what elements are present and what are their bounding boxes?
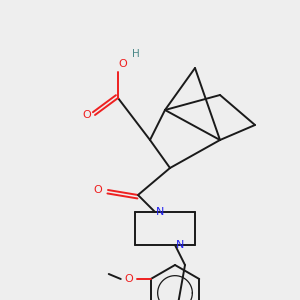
Text: N: N	[176, 240, 184, 250]
Text: O: O	[124, 274, 133, 284]
Text: O: O	[82, 110, 91, 120]
Text: O: O	[94, 185, 102, 195]
Text: N: N	[156, 207, 164, 217]
Text: O: O	[118, 59, 127, 69]
Text: H: H	[132, 49, 140, 59]
